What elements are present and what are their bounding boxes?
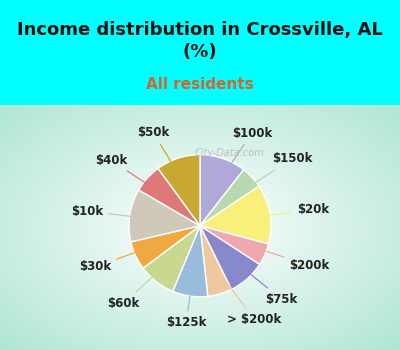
Wedge shape — [200, 226, 231, 296]
Text: City-Data.com: City-Data.com — [194, 148, 264, 158]
Text: $200k: $200k — [235, 241, 330, 272]
Wedge shape — [200, 226, 260, 289]
Text: $125k: $125k — [166, 264, 206, 329]
Wedge shape — [200, 186, 271, 244]
Text: $75k: $75k — [226, 254, 297, 306]
Wedge shape — [200, 226, 269, 265]
Text: $20k: $20k — [238, 203, 329, 219]
Text: > $200k: > $200k — [212, 262, 282, 326]
Text: $150k: $150k — [228, 153, 312, 200]
Wedge shape — [200, 170, 259, 226]
Wedge shape — [173, 226, 208, 297]
Text: $50k: $50k — [137, 126, 188, 190]
Wedge shape — [158, 155, 200, 226]
Text: $40k: $40k — [95, 154, 171, 201]
Wedge shape — [143, 226, 200, 291]
Wedge shape — [139, 168, 200, 226]
Text: $10k: $10k — [71, 205, 162, 220]
Text: $100k: $100k — [213, 127, 272, 190]
Wedge shape — [131, 226, 200, 268]
Wedge shape — [129, 190, 200, 242]
Text: $30k: $30k — [79, 241, 165, 273]
Text: Income distribution in Crossville, AL
(%): Income distribution in Crossville, AL (%… — [17, 21, 383, 61]
Text: $60k: $60k — [108, 256, 176, 309]
Wedge shape — [200, 155, 244, 226]
Text: All residents: All residents — [146, 77, 254, 92]
